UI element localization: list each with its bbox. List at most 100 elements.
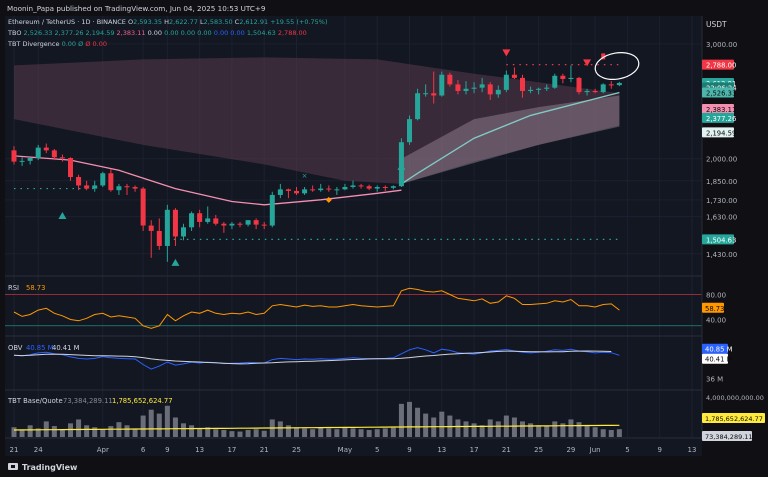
candle-body	[197, 213, 203, 222]
candle-body	[84, 185, 90, 189]
candle-body	[27, 158, 33, 161]
candle	[487, 82, 493, 101]
legend-tbo-value: 0.00	[164, 29, 181, 37]
candle-body	[600, 84, 606, 93]
price-badge-label: 2,194.59	[706, 129, 736, 137]
candle-body	[479, 84, 485, 88]
candle-body	[302, 189, 308, 194]
volume-tick-label: 4,000,000,000.00	[706, 394, 764, 402]
obv-ma-badge-bg	[702, 353, 728, 364]
candle-body	[229, 223, 235, 226]
legend-tbo-value: 2,377.26	[55, 29, 86, 37]
price-axis[interactable]: 3,000.00 2,000.00 1,850.00 1,730.00 1,630.00…	[702, 41, 765, 441]
price-badge-bg	[702, 127, 734, 138]
candle-body	[528, 89, 534, 91]
legend-divergence-value: 0.00	[62, 40, 79, 48]
candle-body	[213, 218, 219, 224]
candle-body	[156, 230, 162, 246]
volume-bar	[148, 409, 154, 437]
volume-bar	[277, 421, 283, 437]
price-badge-label: 2,383.11	[706, 106, 736, 114]
candle-body	[608, 84, 614, 86]
volume-pane[interactable]	[11, 401, 622, 437]
candle	[43, 143, 49, 154]
x-tick-label: 21	[260, 446, 269, 454]
rsi-tick-label: 80.00	[706, 292, 726, 300]
candle	[544, 84, 550, 91]
candle-body	[293, 190, 300, 194]
candle	[116, 183, 122, 195]
candle-body	[180, 227, 187, 237]
price-pane[interactable]: ×	[11, 49, 622, 266]
candle-body	[495, 89, 501, 95]
volume-value-2: 1,785,652,624.77	[112, 397, 173, 405]
x-tick-label: 25	[292, 446, 301, 454]
price-tick-label: 2,000.00	[706, 156, 737, 164]
volume-bar	[67, 423, 74, 437]
candle	[197, 209, 203, 228]
x-tick-label: 9	[407, 446, 411, 454]
candle	[148, 220, 154, 258]
tradingview-logo-icon[interactable]	[8, 463, 18, 470]
candle-body	[616, 82, 622, 86]
volume-bar	[398, 403, 404, 437]
candle	[511, 67, 517, 79]
annotation-circle	[594, 52, 640, 80]
candle	[576, 76, 582, 95]
candle	[310, 185, 316, 192]
candle	[471, 82, 477, 94]
legend-row-symbol: Ethereum / TetherUS · 1D · BINANCE O2,59…	[8, 18, 328, 26]
volume-bar	[108, 426, 114, 437]
diamond-marker	[325, 196, 332, 203]
price-badge-label: 2,377.26	[706, 115, 736, 123]
candle	[519, 74, 526, 98]
candle-body	[261, 224, 267, 226]
candle-body	[423, 93, 429, 95]
volume-bar	[592, 427, 598, 437]
x-tick-label: Apr	[97, 446, 109, 454]
legend-tbo-value: 0.00	[181, 29, 198, 37]
volume-bar	[576, 422, 582, 437]
volume-bar	[350, 428, 356, 437]
candle	[608, 81, 614, 89]
candle-body	[552, 75, 558, 88]
candle-body	[342, 187, 348, 190]
rsi-pane[interactable]	[5, 287, 702, 329]
candle	[382, 185, 388, 191]
time-axis[interactable]: 21 24 Apr 6 9 13 17 21 25 May 5 9 13 17 21 25 29 Jun 5 9 13	[10, 446, 697, 454]
volume-badge-label: 73,384,289.11	[705, 433, 753, 441]
volume-bar	[302, 428, 308, 437]
legend-tbo-value: 0.00	[197, 29, 214, 37]
volume-bar	[140, 415, 146, 437]
candle	[406, 115, 413, 145]
candle-body	[366, 186, 372, 189]
price-tick-label: 3,000.00	[706, 41, 737, 49]
volume-bar	[213, 429, 219, 437]
candle	[503, 70, 509, 93]
candle	[342, 183, 348, 191]
currency-label[interactable]: USDT	[706, 20, 727, 29]
obv-value-1: 40.85 M	[26, 344, 54, 352]
x-tick-label: May	[338, 446, 352, 454]
candle-body	[116, 186, 122, 191]
candle-body	[310, 189, 316, 191]
volume-bar	[92, 427, 98, 437]
volume-bar	[197, 428, 203, 437]
candle	[334, 187, 340, 195]
candle-body	[253, 220, 259, 225]
volume-badge-bg	[702, 431, 752, 441]
volume-bar	[528, 423, 534, 437]
candle-body	[245, 220, 251, 225]
legend-tbo-value: 0.00	[148, 29, 165, 37]
obv-pane[interactable]	[13, 347, 620, 370]
candle-body	[592, 90, 598, 93]
x-tick-label: 5	[375, 446, 379, 454]
candle-body	[406, 119, 413, 143]
candle-body	[43, 147, 49, 151]
brand-name[interactable]: TradingView	[22, 463, 78, 472]
volume-bar	[253, 429, 259, 437]
candle	[358, 183, 364, 189]
volume-bar	[156, 413, 162, 437]
